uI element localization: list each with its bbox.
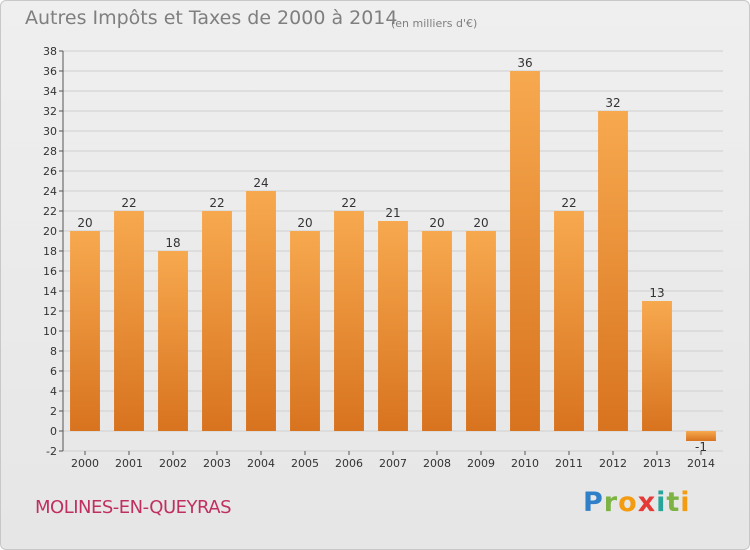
y-tick-label: 0 [50, 425, 57, 438]
bar-2006 [334, 211, 364, 431]
value-label-2013: 13 [649, 286, 664, 300]
y-tick-label: 18 [43, 245, 57, 258]
bar-2000 [70, 231, 100, 431]
x-tick-label-2013: 2013 [643, 457, 671, 470]
value-label-2006: 22 [341, 196, 356, 210]
chart-title: Autres Impôts et Taxes de 2000 à 2014 [25, 7, 398, 29]
value-label-2002: 18 [165, 236, 180, 250]
x-tick-label-2008: 2008 [423, 457, 451, 470]
y-tick-label: 24 [43, 185, 57, 198]
value-label-2001: 22 [121, 196, 136, 210]
x-tick-label-2001: 2001 [115, 457, 143, 470]
y-tick-label: 12 [43, 305, 57, 318]
proxiti-logo: Proxiti [583, 487, 691, 518]
value-label-2004: 24 [253, 176, 268, 190]
x-tick-label-2009: 2009 [467, 457, 495, 470]
x-tick-label-2000: 2000 [71, 457, 99, 470]
value-label-2008: 20 [429, 216, 444, 230]
y-tick-label: 2 [50, 405, 57, 418]
y-tick-label: 32 [43, 105, 57, 118]
bar-2004 [246, 191, 276, 431]
y-tick-label: 28 [43, 145, 57, 158]
value-labels: 20 22 18 22 24 20 22 21 20 20 36 22 32 13 -1 [77, 56, 707, 454]
bar-2002 [158, 251, 188, 431]
y-tick-label: 38 [43, 45, 57, 58]
bar-2008 [422, 231, 452, 431]
bar-2007 [378, 221, 408, 431]
y-tick-label: 4 [50, 385, 57, 398]
y-tick-label: 6 [50, 365, 57, 378]
y-tick-label: 26 [43, 165, 57, 178]
value-label-2007: 21 [385, 206, 400, 220]
value-label-2009: 20 [473, 216, 488, 230]
y-tick-label: 10 [43, 325, 57, 338]
bar-2014 [686, 431, 716, 441]
tick-labels: -202468101214161820222426283032343638200… [43, 45, 715, 470]
value-label-2003: 22 [209, 196, 224, 210]
x-tick-label-2005: 2005 [291, 457, 319, 470]
x-tick-label-2011: 2011 [555, 457, 583, 470]
value-label-2014: -1 [695, 440, 707, 454]
value-label-2005: 20 [297, 216, 312, 230]
y-tick-label: -2 [46, 445, 57, 458]
axes [59, 50, 702, 455]
x-tick-label-2003: 2003 [203, 457, 231, 470]
value-label-2010: 36 [517, 56, 532, 70]
x-tick-label-2014: 2014 [687, 457, 715, 470]
x-tick-label-2006: 2006 [335, 457, 363, 470]
y-tick-label: 20 [43, 225, 57, 238]
x-tick-label-2012: 2012 [599, 457, 627, 470]
x-tick-label-2007: 2007 [379, 457, 407, 470]
bar-2011 [554, 211, 584, 431]
x-tick-label-2002: 2002 [159, 457, 187, 470]
bar-2013 [642, 301, 672, 431]
value-label-2000: 20 [77, 216, 92, 230]
y-tick-label: 22 [43, 205, 57, 218]
commune-name: MOLINES-EN-QUEYRAS [35, 497, 232, 518]
y-tick-label: 30 [43, 125, 57, 138]
bar-2012 [598, 111, 628, 431]
value-label-2011: 22 [561, 196, 576, 210]
bar-2010 [510, 71, 540, 431]
y-tick-label: 14 [43, 285, 57, 298]
y-tick-label: 8 [50, 345, 57, 358]
y-tick-label: 34 [43, 85, 57, 98]
y-tick-label: 16 [43, 265, 57, 278]
bar-2003 [202, 211, 232, 431]
x-tick-label-2010: 2010 [511, 457, 539, 470]
y-tick-label: 36 [43, 65, 57, 78]
bar-2001 [114, 211, 144, 431]
bars [70, 71, 716, 441]
bar-2009 [466, 231, 496, 431]
bar-2005 [290, 231, 320, 431]
x-tick-label-2004: 2004 [247, 457, 275, 470]
value-label-2012: 32 [605, 96, 620, 110]
chart-subtitle: (en milliers d'€) [391, 17, 478, 30]
